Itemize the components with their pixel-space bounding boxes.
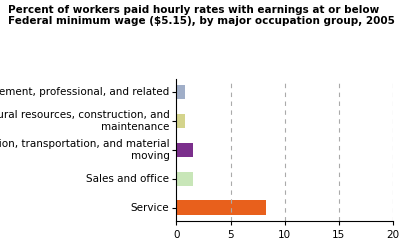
Bar	[176, 85, 185, 99]
Bar	[176, 114, 185, 128]
Bar	[176, 200, 266, 215]
Bar	[176, 172, 192, 186]
Bar	[176, 143, 192, 157]
Text: Percent of workers paid hourly rates with earnings at or below
Federal minimum w: Percent of workers paid hourly rates wit…	[8, 5, 395, 26]
